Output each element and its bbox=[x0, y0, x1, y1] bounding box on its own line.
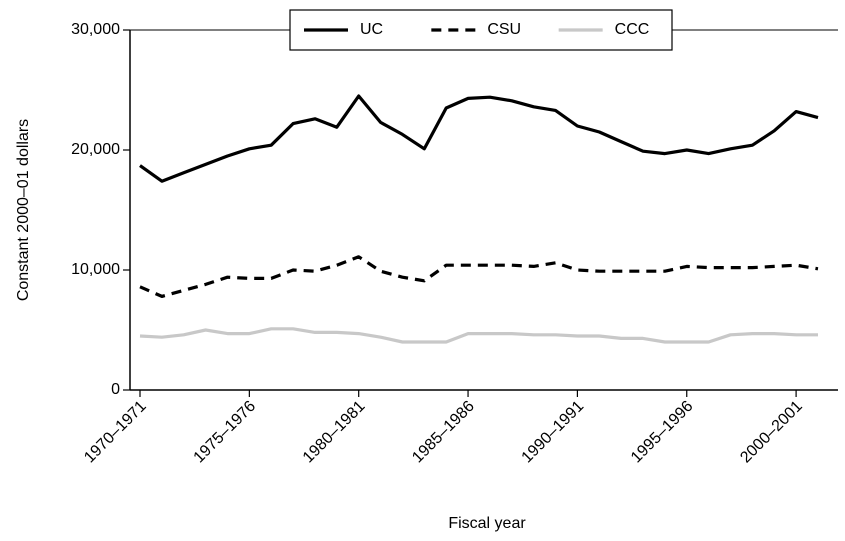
series-line bbox=[139, 94, 819, 183]
x-tick-label: 2000–2001 bbox=[737, 398, 806, 467]
x-tick-label: 1975–1976 bbox=[191, 398, 260, 467]
x-axis-label: Fiscal year bbox=[448, 515, 526, 532]
series-line bbox=[139, 255, 819, 298]
legend-label: CSU bbox=[487, 21, 521, 38]
y-axis-label: Constant 2000–01 dollars bbox=[15, 119, 32, 301]
legend-box bbox=[289, 9, 673, 51]
y-tick-label: 10,000 bbox=[71, 261, 120, 278]
legend-label: UC bbox=[360, 21, 383, 38]
x-tick-label: 1980–1981 bbox=[300, 398, 369, 467]
y-tick-label: 20,000 bbox=[71, 141, 120, 158]
x-tick-label: 1990–1991 bbox=[519, 398, 588, 467]
x-tick-label: 1985–1986 bbox=[409, 398, 478, 467]
y-tick-label: 30,000 bbox=[71, 21, 120, 38]
legend-label: CCC bbox=[615, 21, 650, 38]
y-tick-label: 0 bbox=[111, 381, 120, 398]
series-line bbox=[139, 327, 818, 344]
x-tick-label: 1970–1971 bbox=[81, 398, 150, 467]
x-tick-label: 1995–1996 bbox=[628, 398, 697, 467]
